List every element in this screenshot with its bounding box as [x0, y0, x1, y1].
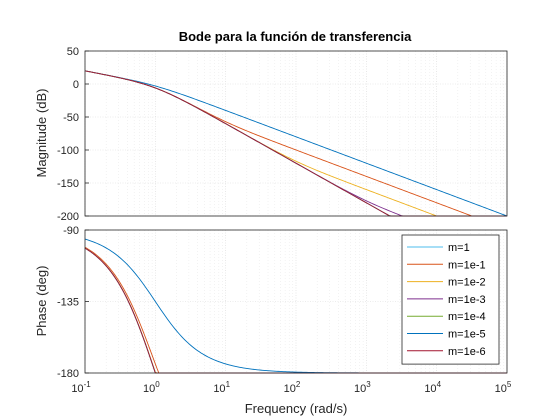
legend-box — [401, 234, 500, 365]
y-tick-label: -150 — [57, 178, 79, 190]
y-tick-label: -100 — [57, 145, 79, 157]
y-tick-label: 0 — [73, 79, 79, 91]
x-tick-label: 103 — [354, 380, 371, 395]
x-tick-label: 101 — [213, 380, 230, 395]
y-tick-label: 50 — [67, 46, 79, 58]
x-tick-labels: 10-1 100 101 102 103 104 105 — [71, 380, 512, 395]
y-tick-label: -180 — [57, 368, 79, 380]
magnitude-axes-box — [84, 50, 508, 217]
phase-y-ticks: -90 -135 -180 — [57, 225, 89, 380]
legend-label: m=1e-6 — [448, 346, 486, 358]
legend-label: m=1e-1 — [448, 259, 486, 271]
y-tick-label: -135 — [57, 297, 79, 309]
y-tick-label: -50 — [63, 112, 79, 124]
magnitude-plot: 50 0 -50 -100 -150 -200 — [57, 46, 508, 223]
legend-label: m=1 — [448, 242, 470, 254]
magnitude-y-axis-label: Magnitude (dB) — [34, 89, 49, 178]
x-tick-label: 10-1 — [71, 380, 91, 395]
x-tick-label: 100 — [143, 380, 160, 395]
x-tick-label: 104 — [424, 380, 441, 395]
magnitude-y-ticks: 50 0 -50 -100 -150 -200 — [57, 46, 89, 223]
x-tick-label: 102 — [284, 380, 301, 395]
legend: m=1 m=1e-1 m=1e-2 m=1e-3 m=1e-4 m=1e-5 m=1e-6 — [401, 234, 500, 365]
magnitude-line-m=1 — [84, 70, 508, 217]
x-axis-label: Frequency (rad/s) — [245, 401, 348, 416]
legend-label: m=1e-5 — [448, 329, 486, 341]
legend-label: m=1e-2 — [448, 277, 486, 289]
y-tick-label: -90 — [63, 225, 79, 237]
x-tick-label: 105 — [495, 380, 512, 395]
y-tick-label: -200 — [57, 211, 79, 223]
legend-label: m=1e-3 — [448, 294, 486, 306]
phase-y-axis-label: Phase (deg) — [34, 266, 49, 337]
legend-label: m=1e-4 — [448, 311, 486, 323]
chart-title: Bode para la función de transferencia — [179, 29, 412, 44]
